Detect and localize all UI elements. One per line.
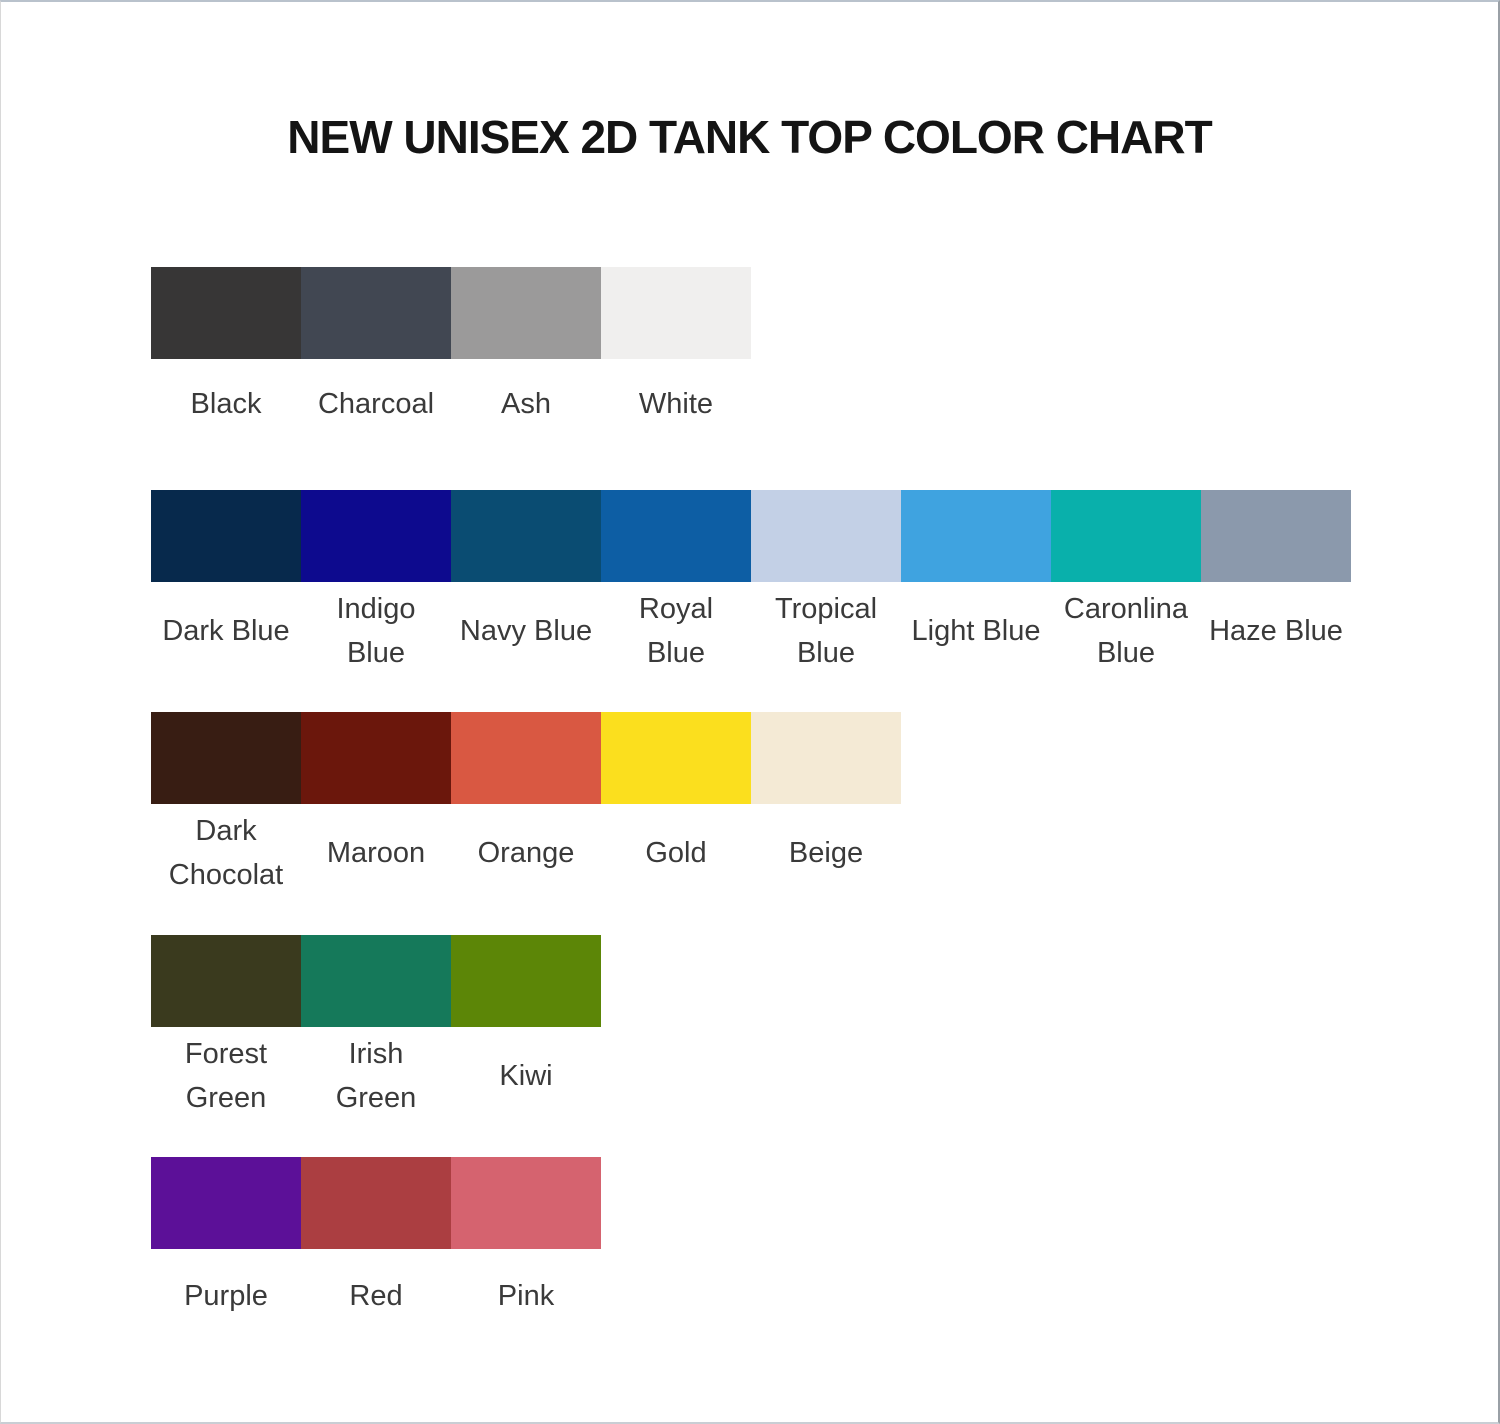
- color-label-line: Black: [190, 388, 262, 420]
- color-label-line: Haze Blue: [1209, 615, 1343, 647]
- label-row-purples-reds: Purple Red Pink: [151, 1274, 601, 1318]
- color-label-forest-green: Forest Green: [151, 1032, 301, 1120]
- color-label-line: Dark Blue: [162, 615, 290, 647]
- color-label-line: Kiwi: [499, 1060, 553, 1092]
- color-label-line: Navy Blue: [459, 615, 593, 647]
- color-swatch-haze-blue: [1201, 490, 1351, 582]
- color-label-line: Dark: [195, 815, 257, 847]
- swatch-row-neutrals: [151, 267, 751, 359]
- color-label-beige: Beige: [751, 809, 901, 897]
- color-swatch-orange: [451, 712, 601, 804]
- color-swatch-black: [151, 267, 301, 359]
- color-swatch-charcoal: [301, 267, 451, 359]
- color-label-white: White: [601, 382, 751, 426]
- color-swatch-pink: [451, 1157, 601, 1249]
- color-swatch-white: [601, 267, 751, 359]
- color-swatch-dark-chocolat: [151, 712, 301, 804]
- color-label-haze-blue: Haze Blue: [1201, 587, 1351, 675]
- color-swatch-caronlina-blue: [1051, 490, 1201, 582]
- color-label-red: Red: [301, 1274, 451, 1318]
- color-label-line: Red: [349, 1280, 403, 1312]
- color-label-line: Blue: [646, 637, 706, 669]
- color-label-kiwi: Kiwi: [451, 1032, 601, 1120]
- color-swatch-tropical-blue: [751, 490, 901, 582]
- color-label-navy-blue: Navy Blue: [451, 587, 601, 675]
- swatch-row-blues: [151, 490, 1351, 582]
- color-label-purple: Purple: [151, 1274, 301, 1318]
- color-label-line: Blue: [796, 637, 856, 669]
- color-label-black: Black: [151, 382, 301, 426]
- color-label-line: Pink: [497, 1280, 555, 1312]
- color-label-line: Purple: [184, 1280, 268, 1312]
- color-swatch-dark-blue: [151, 490, 301, 582]
- color-label-light-blue: Light Blue: [901, 587, 1051, 675]
- color-label-line: Maroon: [326, 837, 426, 869]
- color-label-tropical-blue: Tropical Blue: [751, 587, 901, 675]
- color-swatch-red: [301, 1157, 451, 1249]
- color-swatch-navy-blue: [451, 490, 601, 582]
- swatch-row-warm: [151, 712, 901, 804]
- color-label-caronlina-blue: Caronlina Blue: [1051, 587, 1201, 675]
- color-label-line: Beige: [788, 837, 864, 869]
- color-swatch-beige: [751, 712, 901, 804]
- swatch-row-greens: [151, 935, 601, 1027]
- color-label-dark-blue: Dark Blue: [151, 587, 301, 675]
- color-swatch-gold: [601, 712, 751, 804]
- color-label-line: Royal: [638, 593, 714, 625]
- color-swatch-purple: [151, 1157, 301, 1249]
- swatch-row-purples-reds: [151, 1157, 601, 1249]
- color-label-line: Caronlina: [1063, 593, 1189, 625]
- color-label-orange: Orange: [451, 809, 601, 897]
- color-label-line: Charcoal: [317, 388, 435, 420]
- color-label-pink: Pink: [451, 1274, 601, 1318]
- color-swatch-kiwi: [451, 935, 601, 1027]
- color-label-gold: Gold: [601, 809, 751, 897]
- color-swatch-irish-green: [301, 935, 451, 1027]
- color-swatch-light-blue: [901, 490, 1051, 582]
- color-label-line: Orange: [477, 837, 575, 869]
- color-swatch-royal-blue: [601, 490, 751, 582]
- color-label-maroon: Maroon: [301, 809, 451, 897]
- color-label-line: Green: [185, 1082, 267, 1114]
- color-label-line: Indigo: [336, 593, 416, 625]
- color-label-charcoal: Charcoal: [301, 382, 451, 426]
- color-label-irish-green: Irish Green: [301, 1032, 451, 1120]
- label-row-neutrals: Black Charcoal Ash White: [151, 382, 751, 426]
- color-label-line: Chocolat: [168, 859, 284, 891]
- color-label-line: Irish: [348, 1038, 404, 1070]
- color-label-ash: Ash: [451, 382, 601, 426]
- color-swatch-indigo-blue: [301, 490, 451, 582]
- color-swatch-maroon: [301, 712, 451, 804]
- label-row-warm: Dark Chocolat Maroon Orange Gold Beige: [151, 809, 901, 897]
- color-swatch-forest-green: [151, 935, 301, 1027]
- color-label-line: Forest: [184, 1038, 268, 1070]
- color-label-royal-blue: Royal Blue: [601, 587, 751, 675]
- color-label-line: Blue: [346, 637, 406, 669]
- color-label-line: Green: [335, 1082, 417, 1114]
- color-label-indigo-blue: Indigo Blue: [301, 587, 451, 675]
- color-swatch-ash: [451, 267, 601, 359]
- color-label-dark-chocolat: Dark Chocolat: [151, 809, 301, 897]
- label-row-greens: Forest Green Irish Green Kiwi: [151, 1032, 601, 1120]
- color-label-line: Tropical: [774, 593, 878, 625]
- color-label-line: Ash: [501, 388, 551, 420]
- color-label-line: Gold: [645, 837, 707, 869]
- label-row-blues: Dark Blue Indigo Blue Navy Blue Royal Blue Tro…: [151, 587, 1351, 675]
- page-title: NEW UNISEX 2D TANK TOP COLOR CHART: [287, 111, 1212, 163]
- color-label-line: Blue: [1096, 637, 1156, 669]
- color-label-line: Light Blue: [911, 615, 1041, 647]
- color-label-line: White: [638, 388, 714, 420]
